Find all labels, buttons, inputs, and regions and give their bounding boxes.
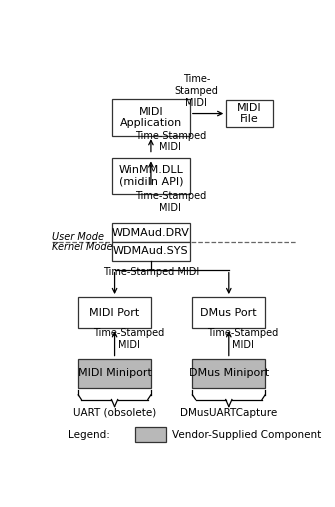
FancyBboxPatch shape bbox=[192, 358, 265, 388]
Text: MIDI Miniport: MIDI Miniport bbox=[78, 368, 151, 378]
Text: Time-Stamped
MIDI: Time-Stamped MIDI bbox=[207, 328, 279, 350]
Text: Time-Stamped
MIDI: Time-Stamped MIDI bbox=[93, 328, 164, 350]
Text: Time-Stamped
MIDI: Time-Stamped MIDI bbox=[135, 191, 206, 213]
Text: DMusUARTCapture: DMusUARTCapture bbox=[180, 408, 277, 418]
Text: WinMM.DLL
(midiIn API): WinMM.DLL (midiIn API) bbox=[119, 165, 183, 187]
Text: MIDI Port: MIDI Port bbox=[89, 308, 140, 318]
FancyBboxPatch shape bbox=[226, 100, 273, 127]
Text: MIDI
File: MIDI File bbox=[237, 103, 262, 124]
FancyBboxPatch shape bbox=[135, 427, 166, 442]
Text: User Mode: User Mode bbox=[52, 232, 104, 242]
Text: DMus Miniport: DMus Miniport bbox=[189, 368, 269, 378]
FancyBboxPatch shape bbox=[112, 99, 190, 136]
Text: Kernel Mode: Kernel Mode bbox=[52, 242, 113, 251]
FancyBboxPatch shape bbox=[192, 297, 265, 328]
Text: Time-Stamped MIDI: Time-Stamped MIDI bbox=[103, 267, 199, 277]
Text: Time-
Stamped
MIDI: Time- Stamped MIDI bbox=[175, 75, 218, 107]
Text: UART (obsolete): UART (obsolete) bbox=[73, 408, 156, 418]
FancyBboxPatch shape bbox=[112, 159, 190, 194]
Text: WDMAud.SYS: WDMAud.SYS bbox=[113, 246, 189, 257]
Text: MIDI
Application: MIDI Application bbox=[120, 106, 182, 128]
FancyBboxPatch shape bbox=[112, 223, 190, 242]
FancyBboxPatch shape bbox=[78, 358, 151, 388]
Text: DMus Port: DMus Port bbox=[200, 308, 257, 318]
FancyBboxPatch shape bbox=[78, 297, 151, 328]
Text: Time-Stamped
MIDI: Time-Stamped MIDI bbox=[135, 131, 206, 153]
Text: WDMAud.DRV: WDMAud.DRV bbox=[112, 228, 190, 238]
Text: Legend:: Legend: bbox=[68, 430, 110, 440]
FancyBboxPatch shape bbox=[112, 242, 190, 261]
Text: Vendor-Supplied Component: Vendor-Supplied Component bbox=[172, 430, 321, 440]
